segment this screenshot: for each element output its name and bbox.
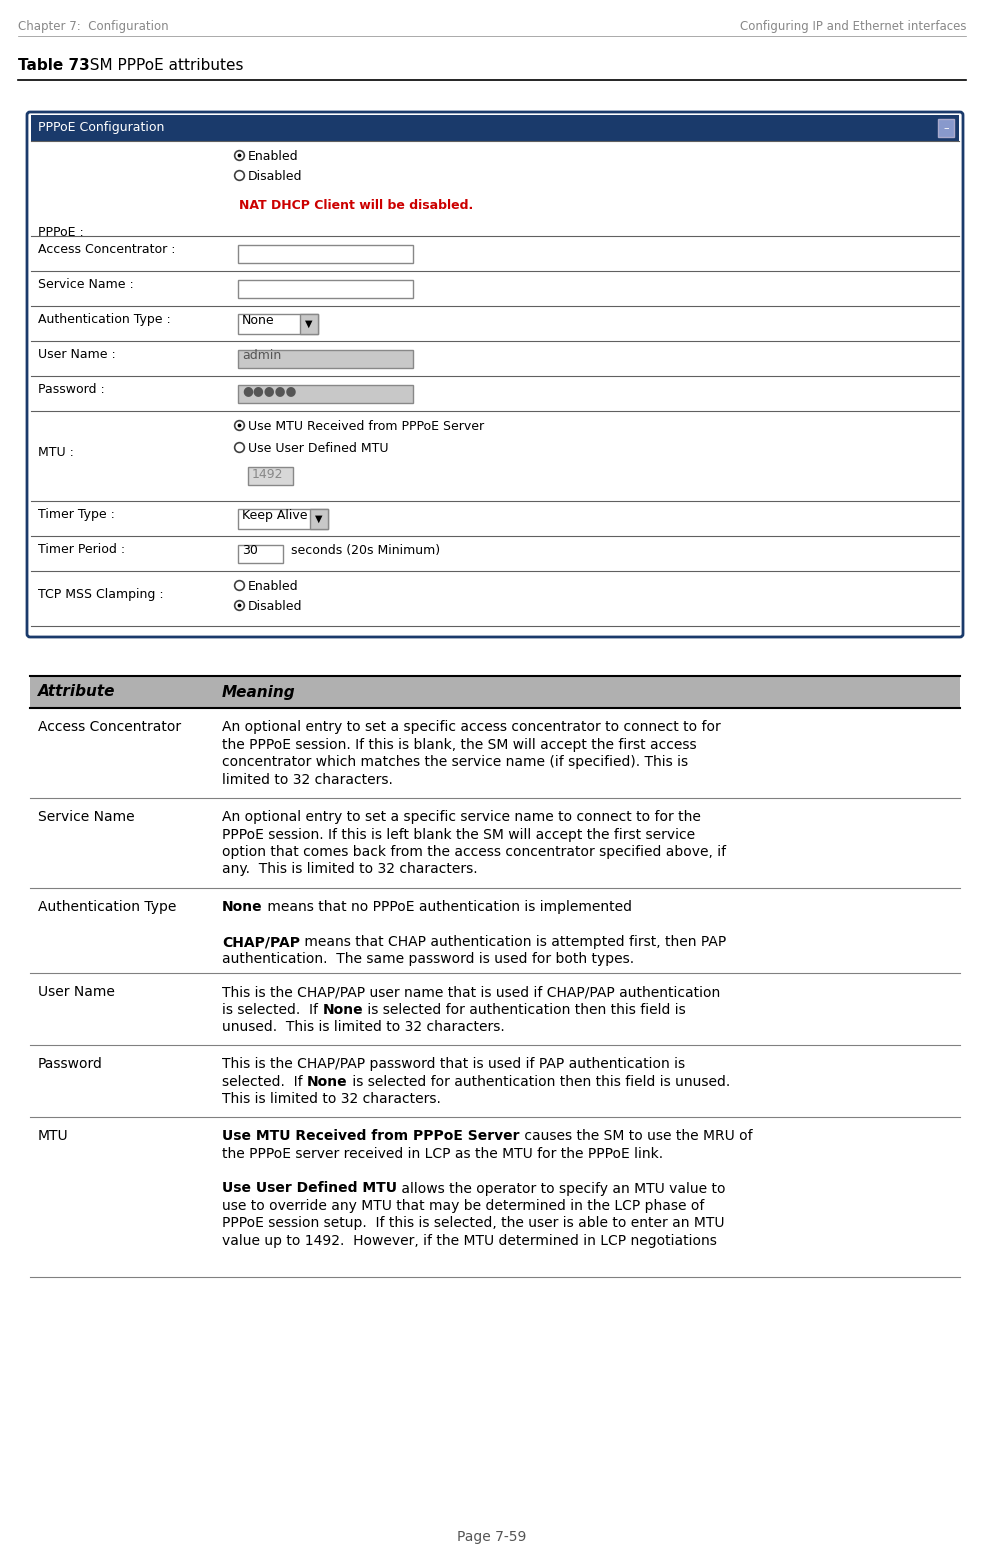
Text: admin: admin [242,348,281,362]
Text: None: None [222,900,263,914]
Text: Enabled: Enabled [248,580,298,592]
Text: PPPoE Configuration: PPPoE Configuration [38,121,164,134]
Bar [238,280,413,297]
Text: Timer Period :: Timer Period : [38,543,125,557]
Text: Attribute: Attribute [38,684,115,700]
Text: ●●●●●: ●●●●● [242,384,296,397]
Bar [238,544,283,563]
Text: This is the CHAP/PAP user name that is used if CHAP/PAP authentication: This is the CHAP/PAP user name that is u… [222,984,720,998]
Text: Password: Password [38,1057,103,1071]
Text: An optional entry to set a specific access concentrator to connect to for: An optional entry to set a specific acce… [222,720,720,734]
Text: An optional entry to set a specific service name to connect to for the: An optional entry to set a specific serv… [222,810,701,824]
Bar [238,350,413,367]
Text: seconds (20s Minimum): seconds (20s Minimum) [291,544,440,557]
Text: Keep Alive: Keep Alive [242,508,308,522]
Text: unused.  This is limited to 32 characters.: unused. This is limited to 32 characters… [222,1020,505,1034]
Text: Timer Type :: Timer Type : [38,508,115,521]
Text: TCP MSS Clamping :: TCP MSS Clamping : [38,588,163,600]
Text: ▼: ▼ [305,319,313,328]
Text: Use MTU Received from PPPoE Server: Use MTU Received from PPPoE Server [248,420,484,432]
Text: 1492: 1492 [252,468,283,480]
Text: limited to 32 characters.: limited to 32 characters. [222,773,393,787]
Text: the PPPoE session. If this is blank, the SM will accept the first access: the PPPoE session. If this is blank, the… [222,737,697,751]
Text: Disabled: Disabled [248,600,302,613]
Text: User Name: User Name [38,984,115,998]
Text: use to override any MTU that may be determined in the LCP phase of: use to override any MTU that may be dete… [222,1199,705,1213]
Text: value up to 1492.  However, if the MTU determined in LCP negotiations: value up to 1492. However, if the MTU de… [222,1235,717,1249]
Text: Use MTU Received from PPPoE Server: Use MTU Received from PPPoE Server [222,1129,520,1143]
Text: Configuring IP and Ethernet interfaces: Configuring IP and Ethernet interfaces [740,20,966,33]
Text: None: None [307,1075,347,1088]
Text: None: None [242,314,275,327]
Text: authentication.  The same password is used for both types.: authentication. The same password is use… [222,953,634,967]
Bar [310,508,328,529]
Text: any.  This is limited to 32 characters.: any. This is limited to 32 characters. [222,863,477,877]
Text: Authentication Type: Authentication Type [38,900,176,914]
Text: PPPoE :: PPPoE : [38,225,84,239]
Text: PPPoE session setup.  If this is selected, the user is able to enter an MTU: PPPoE session setup. If this is selected… [222,1216,724,1230]
Text: means that no PPPoE authentication is implemented: means that no PPPoE authentication is im… [263,900,632,914]
Text: the PPPoE server received in LCP as the MTU for the PPPoE link.: the PPPoE server received in LCP as the … [222,1146,663,1160]
Bar [938,120,954,137]
Text: CHAP/PAP: CHAP/PAP [222,935,300,949]
Text: Service Name :: Service Name : [38,278,134,291]
Bar [238,508,328,529]
Bar [300,314,318,333]
Text: This is limited to 32 characters.: This is limited to 32 characters. [222,1092,441,1106]
Text: SM PPPoE attributes: SM PPPoE attributes [80,58,243,73]
Text: None: None [323,1003,363,1017]
Text: Access Concentrator :: Access Concentrator : [38,243,175,257]
Text: 30: 30 [242,544,258,557]
Text: Chapter 7:  Configuration: Chapter 7: Configuration [18,20,168,33]
Text: –: – [944,123,949,134]
Text: This is the CHAP/PAP password that is used if PAP authentication is: This is the CHAP/PAP password that is us… [222,1057,685,1071]
Text: Use User Defined MTU: Use User Defined MTU [222,1182,397,1196]
Text: Access Concentrator: Access Concentrator [38,720,181,734]
Text: PPPoE session. If this is left blank the SM will accept the first service: PPPoE session. If this is left blank the… [222,827,695,841]
Text: means that CHAP authentication is attempted first, then PAP: means that CHAP authentication is attemp… [300,935,726,949]
Text: Meaning: Meaning [222,684,295,700]
Text: Authentication Type :: Authentication Type : [38,313,171,327]
Text: MTU :: MTU : [38,445,74,459]
Bar [30,676,960,708]
Text: is selected.  If: is selected. If [222,1003,323,1017]
Bar [31,115,959,142]
Text: Password :: Password : [38,383,104,397]
Text: is selected for authentication then this field is: is selected for authentication then this… [363,1003,686,1017]
Text: Table 73: Table 73 [18,58,90,73]
Text: Enabled: Enabled [248,149,298,163]
Text: NAT DHCP Client will be disabled.: NAT DHCP Client will be disabled. [239,199,473,211]
Bar [238,244,413,263]
Bar [238,314,318,333]
Text: option that comes back from the access concentrator specified above, if: option that comes back from the access c… [222,844,726,858]
Text: is selected for authentication then this field is unused.: is selected for authentication then this… [347,1075,730,1088]
Text: Service Name: Service Name [38,810,135,824]
Text: MTU: MTU [38,1129,69,1143]
Bar [248,466,293,485]
Text: Disabled: Disabled [248,169,302,183]
Text: Page 7-59: Page 7-59 [458,1530,526,1544]
Text: concentrator which matches the service name (if specified). This is: concentrator which matches the service n… [222,756,688,770]
Text: allows the operator to specify an MTU value to: allows the operator to specify an MTU va… [397,1182,725,1196]
Text: ▼: ▼ [315,513,323,524]
Text: User Name :: User Name : [38,348,116,361]
Text: selected.  If: selected. If [222,1075,307,1088]
Text: causes the SM to use the MRU of: causes the SM to use the MRU of [520,1129,752,1143]
FancyBboxPatch shape [27,112,963,638]
Text: Use User Defined MTU: Use User Defined MTU [248,442,389,456]
Bar [238,384,413,403]
